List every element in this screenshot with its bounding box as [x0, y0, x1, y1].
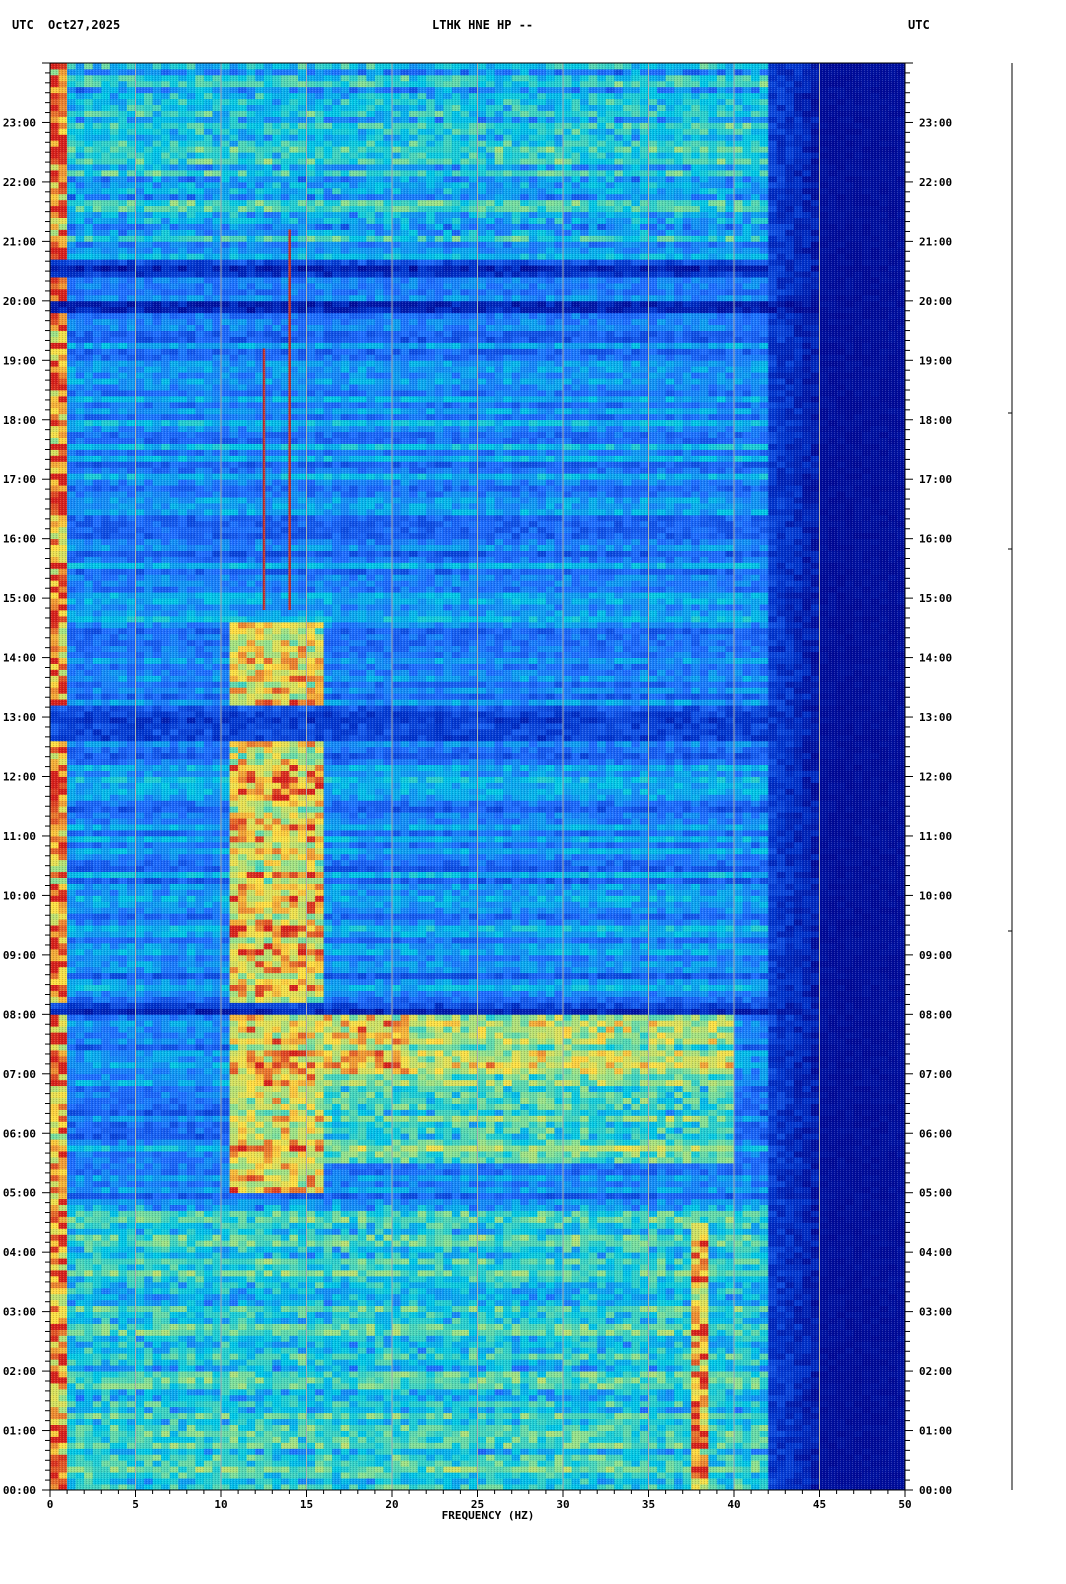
- left-timezone-label: UTC: [12, 18, 34, 32]
- station-title: LTHK HNE HP --: [432, 18, 533, 32]
- right-timezone-label: UTC: [908, 18, 930, 32]
- date-label: Oct27,2025: [48, 18, 120, 32]
